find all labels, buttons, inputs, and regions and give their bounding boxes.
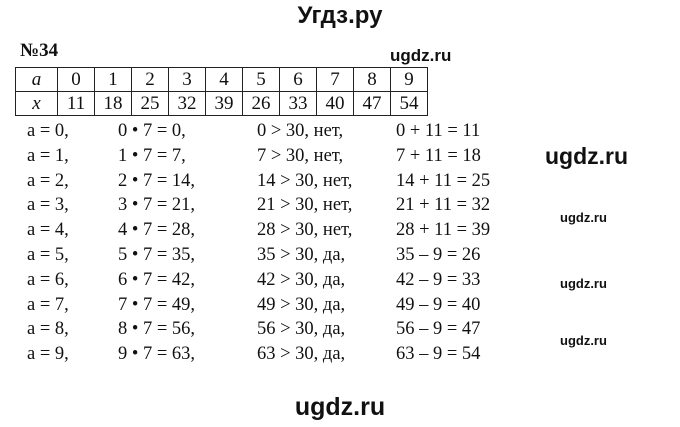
- comparison: 63 > 30, да,: [257, 344, 346, 365]
- table-cell: 5: [242, 67, 280, 92]
- watermark: ugdz.ru: [560, 333, 607, 348]
- comparison: 0 > 30, нет,: [257, 121, 344, 141]
- table-cell: 2: [131, 67, 169, 92]
- table-cell: 18: [94, 91, 132, 116]
- watermark-footer: ugdz.ru: [294, 393, 386, 421]
- a-value: a = 8,: [27, 319, 69, 340]
- a-value: a = 1,: [27, 145, 69, 166]
- comparison: 49 > 30, да,: [257, 294, 346, 315]
- table-cell: 6: [279, 67, 317, 92]
- product: 5 • 7 = 35,: [118, 245, 196, 265]
- product: 2 • 7 = 14,: [118, 170, 196, 191]
- result: 7 + 11 = 18: [396, 145, 481, 166]
- product: 7 • 7 = 49,: [118, 294, 196, 315]
- table-cell: 0: [57, 67, 95, 92]
- product: 4 • 7 = 28,: [118, 220, 196, 241]
- a-value: a = 6,: [27, 269, 69, 290]
- comparison: 21 > 30, нет,: [257, 195, 353, 216]
- result: 63 – 9 = 54: [396, 344, 481, 365]
- a-value: a = 4,: [27, 220, 69, 241]
- watermark: ugdz.ru: [390, 46, 452, 65]
- table-cell: 54: [390, 91, 428, 116]
- table-cell: 1: [94, 67, 132, 92]
- table-row: a 0 1 2 3 4 5 6 7 8 9: [15, 67, 428, 92]
- result: 14 + 11 = 25: [396, 170, 491, 191]
- result: 49 – 9 = 40: [396, 294, 481, 315]
- watermark: ugdz.ru: [560, 276, 607, 291]
- comparison: 35 > 30, да,: [257, 245, 346, 265]
- table-cell: 8: [353, 67, 391, 92]
- table-cell: 26: [242, 91, 280, 116]
- product: 3 • 7 = 21,: [118, 195, 196, 216]
- comparison: 42 > 30, да,: [257, 269, 346, 290]
- table-cell: 3: [168, 67, 206, 92]
- a-value: a = 3,: [27, 195, 69, 216]
- product: 0 • 7 = 0,: [118, 121, 186, 141]
- watermark: ugdz.ru: [560, 210, 607, 225]
- table-header-cell: a: [15, 67, 58, 92]
- table-cell: 32: [168, 91, 206, 116]
- comparison: 56 > 30, да,: [257, 319, 346, 340]
- a-value: a = 0,: [27, 121, 69, 141]
- table-cell: 47: [353, 91, 391, 116]
- result: 21 + 11 = 32: [396, 195, 491, 216]
- product: 1 • 7 = 7,: [118, 145, 186, 166]
- values-table: a 0 1 2 3 4 5 6 7 8 9 x 11 18 25 32 39 2…: [15, 67, 428, 116]
- a-value: a = 9,: [27, 344, 69, 365]
- result: 0 + 11 = 11: [396, 121, 481, 141]
- table-cell: 4: [205, 67, 243, 92]
- result: 28 + 11 = 39: [396, 220, 491, 241]
- a-value: a = 5,: [27, 245, 69, 265]
- site-title: Угдз.ру: [297, 2, 383, 29]
- comparison: 28 > 30, нет,: [257, 220, 353, 241]
- table-cell: 11: [57, 91, 95, 116]
- product: 9 • 7 = 63,: [118, 344, 196, 365]
- table-cell: 9: [390, 67, 428, 92]
- a-value: a = 7,: [27, 294, 69, 315]
- watermark: ugdz.ru: [545, 143, 629, 169]
- table-cell: 33: [279, 91, 317, 116]
- table-cell: 25: [131, 91, 169, 116]
- comparison: 14 > 30, нет,: [257, 170, 353, 191]
- result: 56 – 9 = 47: [396, 319, 481, 340]
- table-cell: 7: [316, 67, 354, 92]
- comparison: 7 > 30, нет,: [257, 145, 344, 166]
- table-cell: 40: [316, 91, 354, 116]
- result: 35 – 9 = 26: [396, 245, 481, 265]
- exercise-number: №34: [20, 40, 59, 61]
- product: 8 • 7 = 56,: [118, 319, 196, 340]
- result: 42 – 9 = 33: [396, 269, 481, 290]
- table-row: x 11 18 25 32 39 26 33 40 47 54: [15, 91, 428, 116]
- a-value: a = 2,: [27, 170, 69, 191]
- table-cell: 39: [205, 91, 243, 116]
- product: 6 • 7 = 42,: [118, 269, 196, 290]
- table-header-cell: x: [15, 91, 58, 116]
